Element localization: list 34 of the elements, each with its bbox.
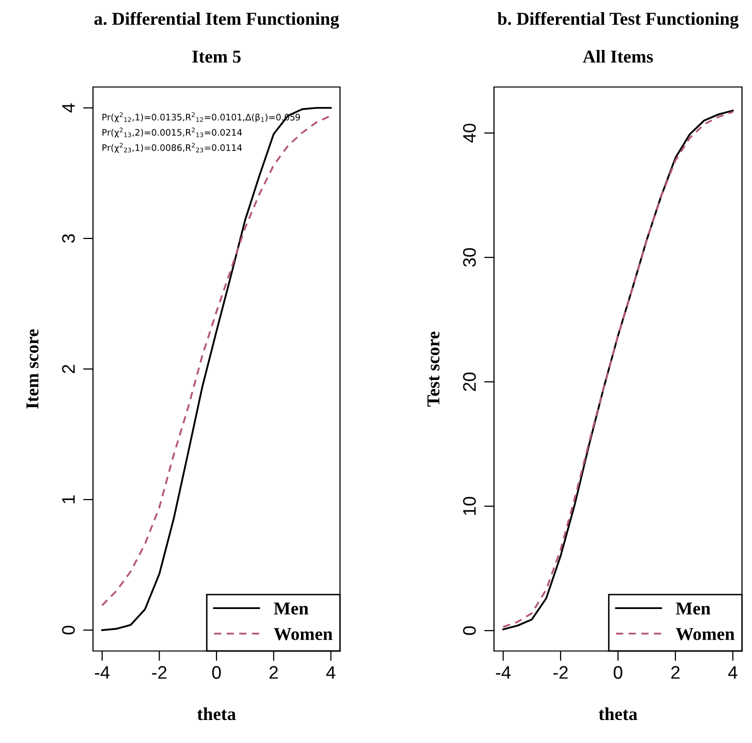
y-axis-title: Item score	[26, 329, 38, 409]
x-tick-label: 2	[671, 666, 680, 679]
x-axis-title: theta	[197, 707, 236, 720]
y-axis-title: Test score	[427, 332, 440, 407]
chart-subtitle: Item 5	[192, 50, 241, 63]
legend-label: Women	[676, 628, 735, 640]
x-tick-label: 2	[270, 666, 278, 679]
y-tick-label: 10	[463, 496, 476, 515]
x-tick-label: 4	[728, 666, 738, 679]
y-tick-label: 30	[463, 248, 476, 267]
y-tick-label: 0	[463, 626, 476, 635]
chart-subtitle: All Items	[582, 50, 653, 63]
y-tick-label: 0	[62, 626, 75, 634]
legend-label: Men	[274, 602, 308, 615]
x-axis-title: theta	[598, 707, 638, 720]
y-tick-label: 1	[62, 495, 75, 504]
y-tick-label: 2	[62, 364, 75, 374]
x-tick-label: -4	[496, 666, 511, 679]
y-tick-label: 4	[62, 103, 75, 112]
chart-title: b. Differential Test Functioning	[498, 12, 739, 29]
x-tick-label: -2	[553, 666, 568, 679]
x-tick-label: 0	[614, 666, 622, 679]
annotation: Pr(χ$^{2}$$_{23}$,1)=0.0086,R$^{2}$$_{23}$=0.0114	[102, 142, 242, 153]
chart-title: a. Differential Item Functioning	[94, 12, 340, 29]
y-tick-label: 20	[463, 372, 476, 391]
x-tick-label: 0	[212, 666, 221, 679]
legend-label: Women	[274, 628, 333, 640]
x-tick-label: -2	[152, 666, 166, 679]
annotation: Pr(χ$^{2}$$_{13}$,2)=0.0015,R$^{2}$$_{13}$=0.0214	[102, 128, 242, 138]
y-tick-label: 40	[463, 124, 476, 143]
x-tick-label: 4	[326, 666, 336, 679]
legend-label: Men	[676, 602, 710, 615]
x-tick-label: -4	[94, 666, 110, 679]
y-tick-label: 3	[62, 234, 75, 243]
